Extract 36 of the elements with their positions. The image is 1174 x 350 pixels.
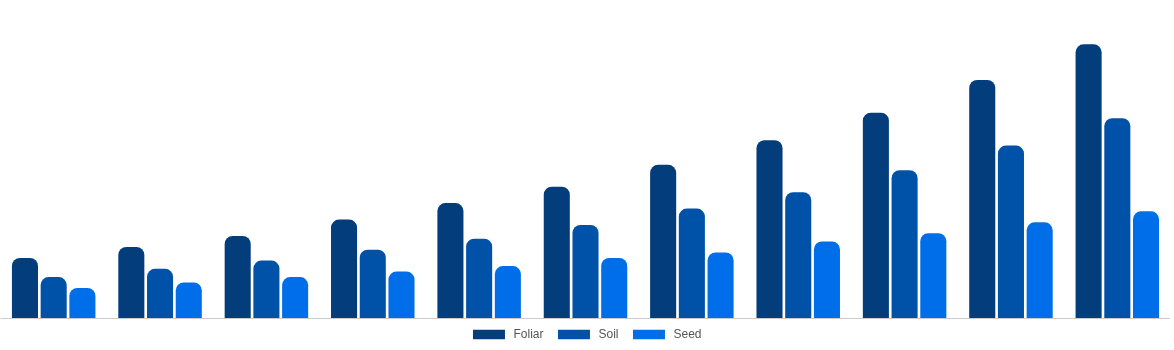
legend-label: Seed [673, 327, 702, 341]
bar [969, 79, 996, 319]
bar [437, 203, 464, 319]
bar [494, 266, 521, 319]
bar [920, 233, 947, 319]
bar [466, 238, 493, 319]
bar [175, 282, 202, 319]
bar [147, 268, 174, 319]
bar [331, 219, 358, 319]
legend-label: Soil [598, 327, 619, 341]
bar [1133, 211, 1160, 319]
bar [785, 192, 812, 319]
bar [813, 241, 840, 319]
bar [282, 277, 309, 319]
legend-label: Foliar [513, 327, 544, 341]
bar [572, 225, 599, 319]
bar [650, 164, 677, 319]
bar [1075, 44, 1102, 319]
bar [11, 257, 38, 319]
bar [862, 112, 889, 319]
bar [1104, 118, 1131, 319]
bar [388, 271, 415, 319]
bar [707, 252, 734, 319]
bar [40, 277, 67, 319]
bar [69, 288, 96, 319]
bar [118, 246, 145, 319]
bar [891, 170, 918, 319]
bar [1026, 222, 1053, 319]
bar [253, 260, 280, 319]
bar [359, 249, 386, 319]
bar [756, 140, 783, 319]
bar [224, 235, 251, 319]
bar [543, 186, 570, 319]
bar [601, 257, 628, 319]
bar [997, 145, 1024, 319]
bar [678, 208, 705, 319]
